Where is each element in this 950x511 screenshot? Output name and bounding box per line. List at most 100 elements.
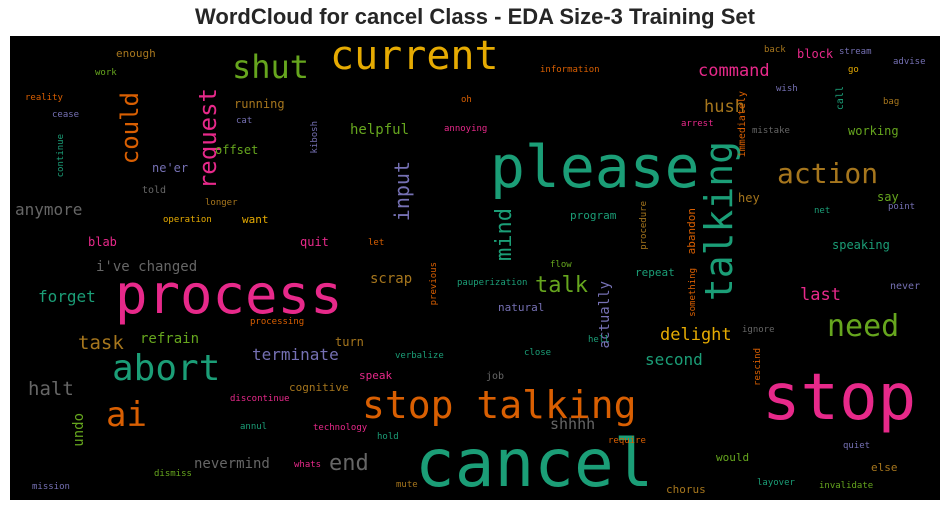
word-invalidate: invalidate	[819, 481, 874, 491]
word-please: please	[490, 133, 700, 201]
word-nevermind: nevermind	[194, 456, 270, 472]
word-could: could	[116, 92, 144, 165]
word-wish: wish	[776, 84, 798, 94]
word-dismiss: dismiss	[154, 469, 192, 479]
word-require: require	[608, 436, 646, 446]
word-never: never	[890, 281, 921, 292]
word-stop: stop	[762, 361, 917, 435]
word-cat: cat	[236, 116, 253, 126]
word-current: current	[330, 36, 499, 79]
word-immediately: immediately	[737, 91, 748, 158]
word-last: last	[800, 285, 841, 305]
word-ive-changed: i've changed	[96, 259, 198, 275]
word-request: request	[194, 88, 222, 190]
word-mind: mind	[492, 208, 517, 261]
word-chorus: chorus	[666, 483, 706, 496]
word-go: go	[848, 65, 859, 75]
word-second: second	[645, 350, 703, 369]
word-let: let	[368, 238, 385, 248]
word-bag: bag	[883, 97, 900, 107]
word-quit: quit	[300, 235, 329, 249]
word-arrest: arrest	[681, 119, 714, 129]
word-speaking: speaking	[832, 238, 890, 252]
word-running: running	[234, 97, 285, 111]
word-hell: hell	[588, 335, 610, 345]
word-close: close	[524, 348, 552, 358]
word-oh: oh	[461, 95, 472, 105]
word-program: program	[570, 209, 617, 222]
word-mistake: mistake	[752, 126, 790, 136]
word-shut: shut	[232, 48, 310, 86]
word-cognitive: cognitive	[289, 381, 349, 394]
word-cancel: cancel	[415, 425, 654, 500]
word-scrap: scrap	[370, 271, 413, 287]
word-else: else	[871, 461, 898, 474]
word-abort: abort	[112, 348, 221, 389]
word-rescind: rescind	[753, 348, 763, 386]
word-process: process	[115, 263, 343, 326]
word-end: end	[329, 451, 369, 476]
word-whats: whats	[294, 460, 322, 470]
word-advise: advise	[893, 57, 926, 67]
word-would: would	[716, 451, 750, 464]
word-hold: hold	[377, 432, 399, 442]
word-abandon: abandon	[685, 208, 698, 255]
word-back: back	[764, 45, 786, 55]
word-ai: ai	[106, 395, 147, 435]
word-turn: turn	[335, 335, 364, 349]
word-action: action	[777, 157, 879, 190]
word-call: call	[835, 86, 846, 111]
word-previous: previous	[429, 262, 439, 306]
word-repeat: repeat	[635, 266, 675, 279]
word-mute: mute	[396, 480, 418, 490]
word-procedure: procedure	[639, 201, 649, 250]
word-net: net	[814, 206, 831, 216]
word-helpful: helpful	[350, 122, 410, 138]
word-pauperization: pauperization	[457, 278, 528, 288]
word-hush: hush	[704, 97, 745, 117]
word-say: say	[877, 190, 899, 204]
wordcloud-canvas: cancel stop process please stop talking …	[10, 36, 940, 500]
word-terminate: terminate	[252, 345, 339, 364]
word-undo: undo	[71, 413, 87, 447]
word-offset: offset	[215, 143, 259, 157]
word-layover: layover	[757, 478, 795, 488]
word-enough: enough	[116, 47, 156, 60]
word-talk: talk	[535, 273, 588, 298]
word-speak: speak	[359, 369, 393, 382]
word-delight: delight	[660, 325, 732, 345]
word-shhhh: shhhh	[550, 415, 596, 433]
word-ignore: ignore	[742, 325, 775, 335]
word-halt: halt	[28, 378, 74, 400]
word-talking: talking	[697, 141, 741, 302]
word-working: working	[848, 124, 899, 138]
word-technology: technology	[313, 423, 368, 433]
word-forget: forget	[38, 287, 96, 306]
word-blab: blab	[88, 235, 117, 249]
word-refrain: refrain	[140, 331, 200, 347]
word-quiet: quiet	[843, 441, 871, 451]
word-kibosh: kibosh	[310, 121, 320, 154]
word-stop-talking: stop talking	[362, 383, 637, 427]
word-verbalize: verbalize	[395, 351, 444, 361]
word-input: input	[390, 161, 414, 222]
word-need: need	[827, 309, 900, 344]
word-annoying: annoying	[444, 124, 488, 134]
word-task: task	[78, 332, 124, 354]
word-natural: natural	[498, 301, 545, 314]
word-mission: mission	[32, 482, 70, 492]
word-block: block	[797, 47, 834, 61]
word-command: command	[698, 61, 770, 81]
word-something: something	[688, 268, 698, 317]
word-work: work	[95, 68, 117, 78]
word-reality: reality	[25, 93, 63, 103]
word-longer: longer	[205, 198, 238, 208]
word-want: want	[242, 213, 269, 226]
word-flow: flow	[550, 260, 572, 270]
chart-title: WordCloud for cancel Class - EDA Size-3 …	[195, 4, 755, 29]
word-continue: continue	[56, 134, 66, 178]
word-operation: operation	[163, 215, 212, 225]
word-discontinue: discontinue	[230, 394, 290, 404]
word-annul: annul	[240, 422, 268, 432]
word-processing: processing	[250, 317, 305, 327]
